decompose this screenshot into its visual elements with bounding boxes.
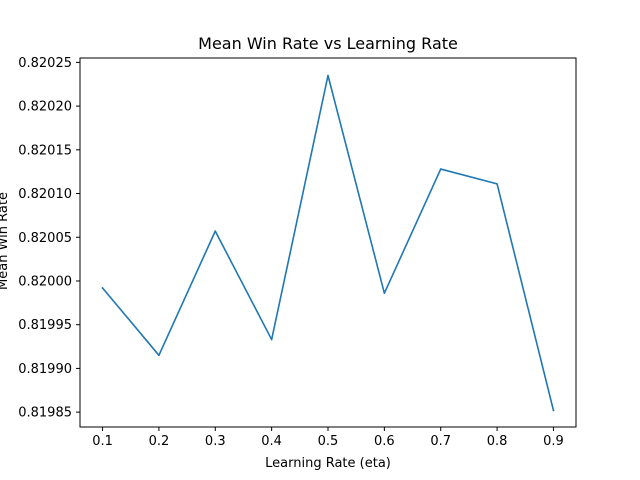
data-point: [158, 354, 160, 357]
y-tick-label: 0.82005: [18, 231, 72, 246]
x-tick-label: 0.6: [374, 434, 395, 449]
y-tick-label: 0.82020: [18, 100, 72, 115]
data-point: [214, 230, 217, 232]
data-point: [383, 292, 386, 295]
y-tick-label: 0.82015: [18, 143, 72, 158]
plot-frame: [79, 57, 577, 428]
y-tick-label: 0.81985: [18, 406, 72, 421]
data-point: [270, 338, 273, 341]
y-tick-label: 0.81995: [18, 318, 72, 333]
x-tick-label: 0.3: [205, 434, 226, 449]
data-point: [552, 409, 555, 412]
x-axis-label: Learning Rate (eta): [265, 456, 391, 471]
x-tick-label: 0.2: [149, 434, 170, 449]
data-point: [101, 287, 104, 289]
series-layer: [101, 74, 555, 412]
y-axis-label: Mean Win Rate: [0, 192, 11, 290]
y-tick-label: 0.82000: [18, 274, 72, 289]
chart-title: Mean Win Rate vs Learning Rate: [198, 34, 458, 53]
x-tick-label: 0.4: [261, 434, 282, 449]
ticks-layer: 0.1 0.2 0.3 0.4 0.5 0.6 0.7 0.8 0.9 0.81985 0.8199…: [18, 56, 564, 449]
y-tick-label: 0.82025: [18, 56, 72, 71]
x-tick-label: 0.5: [318, 434, 339, 449]
data-point: [439, 168, 442, 170]
y-tick-label: 0.81990: [18, 362, 72, 377]
x-tick-label: 0.1: [92, 434, 113, 449]
data-point: [496, 183, 498, 185]
y-tick-label: 0.82010: [18, 187, 72, 202]
x-tick-label: 0.8: [487, 434, 508, 449]
data-point: [327, 74, 329, 77]
x-tick-label: 0.7: [430, 434, 451, 449]
x-tick-label: 0.9: [543, 434, 564, 449]
